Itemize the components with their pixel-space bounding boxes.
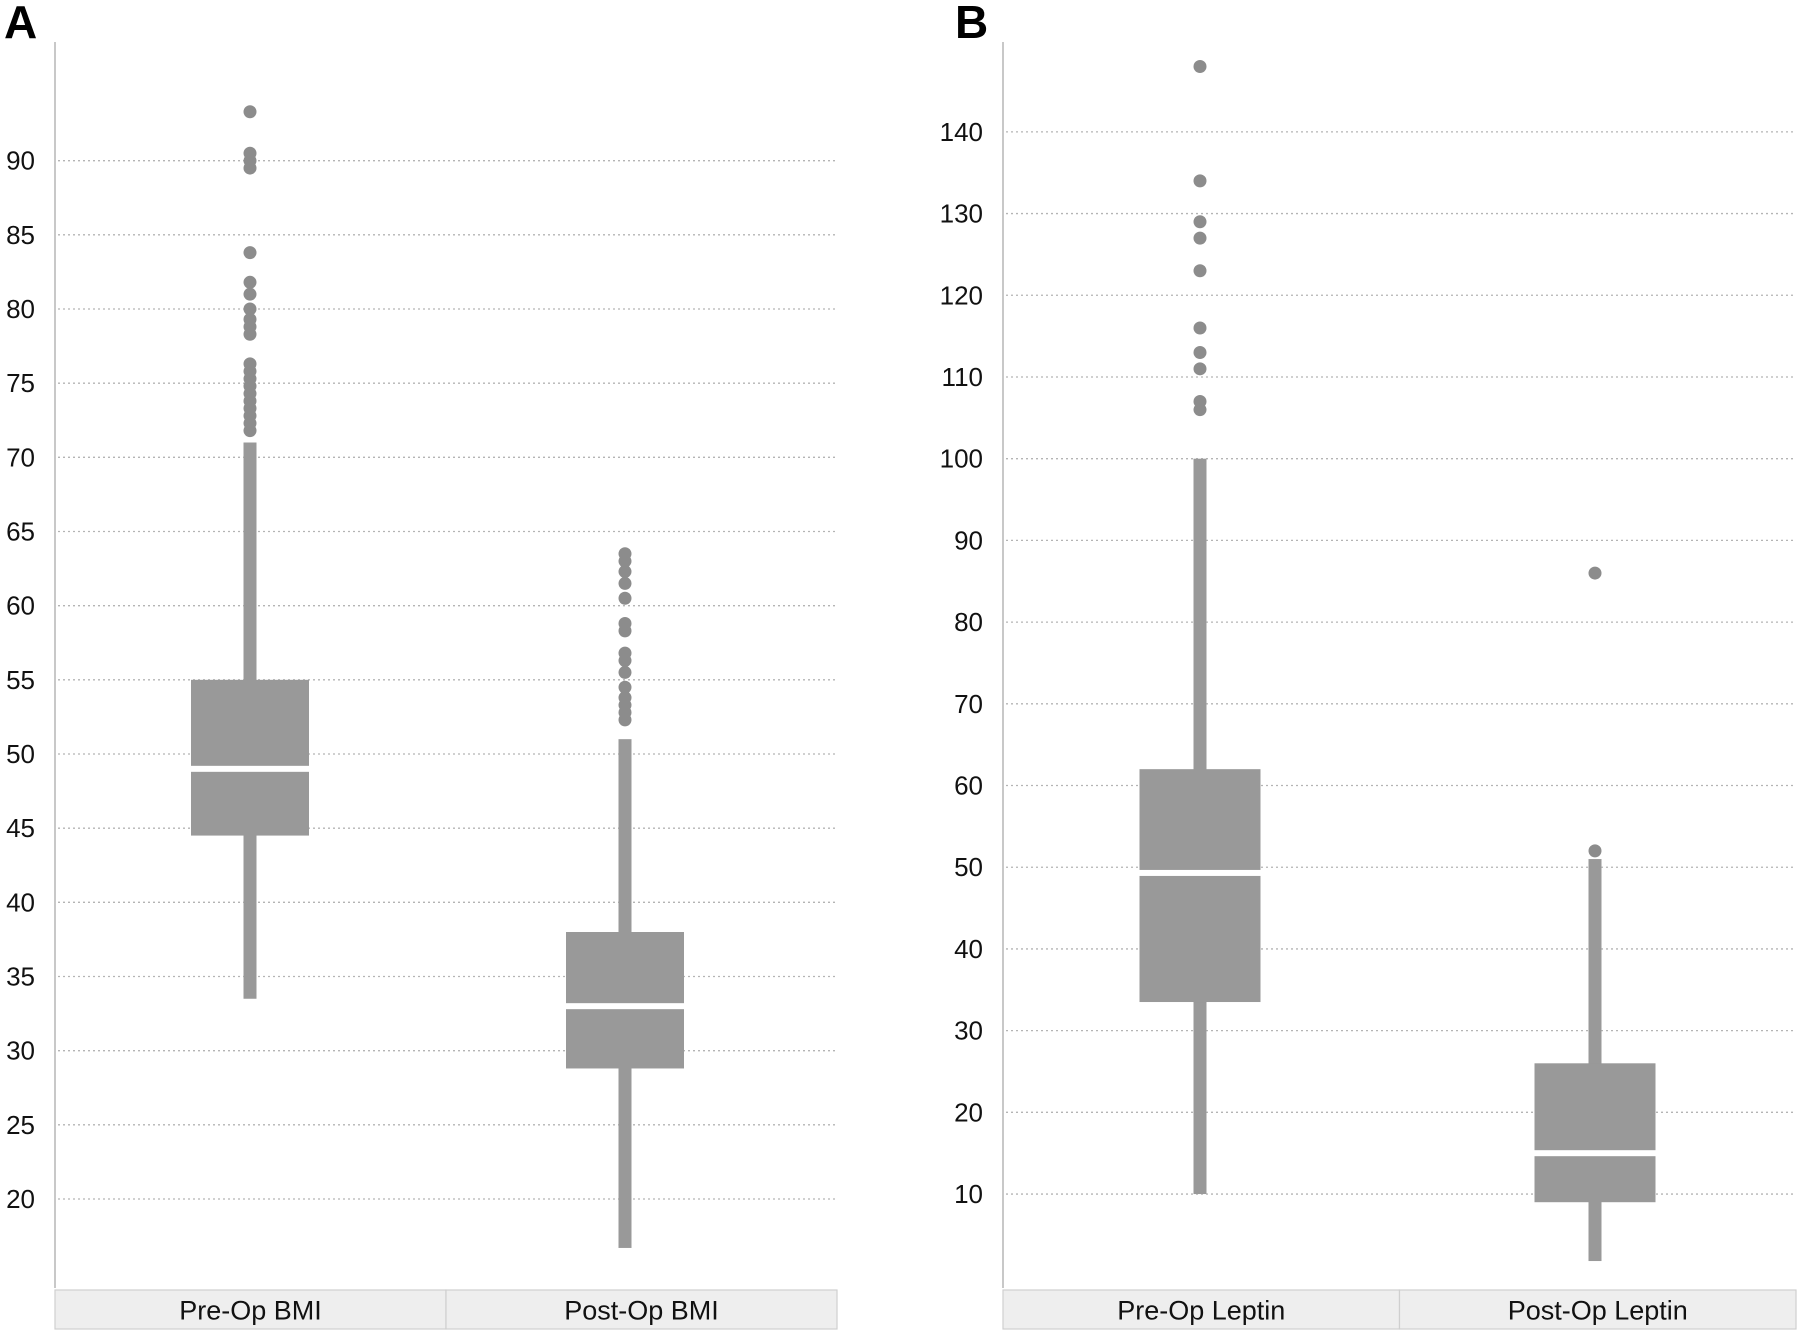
outlier-point <box>1193 395 1207 409</box>
outlier-point <box>243 312 257 326</box>
box-plot-post-op <box>566 547 684 1248</box>
outlier-point <box>243 357 257 371</box>
y-tick-label: 70 <box>6 442 35 472</box>
y-tick-label: 10 <box>954 1179 983 1209</box>
y-tick-label: 70 <box>954 689 983 719</box>
outlier-point <box>1193 264 1207 278</box>
box-plot-pre-op <box>191 105 309 999</box>
y-tick-label: 50 <box>6 739 35 769</box>
median-line <box>191 765 309 772</box>
iqr-box <box>1139 769 1261 1003</box>
y-tick-label: 55 <box>6 665 35 695</box>
y-tick-label: 25 <box>6 1110 35 1140</box>
y-tick-label: 140 <box>940 117 983 147</box>
outlier-point <box>618 616 632 630</box>
outlier-point <box>1588 566 1602 580</box>
outlier-point <box>618 591 632 605</box>
y-tick-label: 35 <box>6 962 35 992</box>
y-tick-label: 85 <box>6 220 35 250</box>
y-tick-label: 40 <box>6 887 35 917</box>
y-tick-label: 30 <box>954 1016 983 1046</box>
y-tick-label: 60 <box>954 771 983 801</box>
iqr-box <box>566 932 684 1069</box>
outlier-point <box>1193 345 1207 359</box>
y-tick-label: 75 <box>6 368 35 398</box>
y-tick-label: 130 <box>940 199 983 229</box>
box-plot-pre-op <box>1139 60 1261 1195</box>
outlier-point <box>618 547 632 561</box>
outlier-point <box>243 246 257 260</box>
outlier-point <box>1193 60 1207 74</box>
category-label: Post-Op BMI <box>564 1296 719 1326</box>
y-tick-label: 110 <box>942 362 983 392</box>
y-tick-label: 65 <box>6 517 35 547</box>
outlier-point <box>618 665 632 679</box>
y-tick-label: 40 <box>954 934 983 964</box>
y-tick-label: 60 <box>6 591 35 621</box>
outlier-point <box>618 565 632 579</box>
category-label: Pre-Op Leptin <box>1117 1296 1285 1326</box>
iqr-box <box>191 679 309 836</box>
outlier-point <box>243 287 257 301</box>
y-tick-label: 30 <box>6 1036 35 1066</box>
outlier-point <box>618 646 632 660</box>
y-tick-label: 90 <box>6 146 35 176</box>
y-tick-label: 80 <box>6 294 35 324</box>
category-band-cell <box>1002 1289 1401 1330</box>
median-line <box>566 1003 684 1010</box>
outlier-point <box>1588 844 1602 858</box>
panel-label-b: B <box>955 0 988 48</box>
panel-b: B 10 20 30 40 50 60 70 80 90 100 110 120 130 140 Pre-O… <box>940 0 1797 1330</box>
y-tick-label: 80 <box>954 607 983 637</box>
y-tick-label: 50 <box>954 852 983 882</box>
category-band-cell <box>1398 1289 1797 1330</box>
panel-a: A 20 25 30 35 40 45 50 55 60 65 70 75 80 85 90 Pre-Op B… <box>4 0 838 1330</box>
outlier-point <box>1193 231 1207 245</box>
panel-label-a: A <box>4 0 37 48</box>
y-tick-label: 20 <box>954 1097 983 1127</box>
box-plot-post-op <box>1534 566 1656 1262</box>
y-tick-label: 90 <box>954 525 983 555</box>
category-label: Pre-Op BMI <box>179 1296 322 1326</box>
median-line <box>1534 1150 1656 1157</box>
category-band-cell <box>445 1289 838 1330</box>
outlier-point <box>618 576 632 590</box>
outlier-point <box>618 691 632 705</box>
iqr-box <box>1534 1063 1656 1203</box>
outlier-point <box>1193 174 1207 188</box>
y-tick-label: 20 <box>6 1184 35 1214</box>
category-label: Post-Op Leptin <box>1508 1296 1688 1326</box>
outlier-point <box>243 105 257 119</box>
y-tick-label: 120 <box>940 280 983 310</box>
outlier-point <box>1193 215 1207 229</box>
outlier-point <box>243 302 257 316</box>
outlier-point <box>618 680 632 694</box>
outlier-point <box>1193 362 1207 376</box>
y-tick-label: 45 <box>6 813 35 843</box>
outlier-point <box>1193 321 1207 335</box>
outlier-point <box>243 275 257 289</box>
median-line <box>1139 869 1261 876</box>
y-tick-label: 100 <box>940 444 983 474</box>
outlier-point <box>243 146 257 160</box>
